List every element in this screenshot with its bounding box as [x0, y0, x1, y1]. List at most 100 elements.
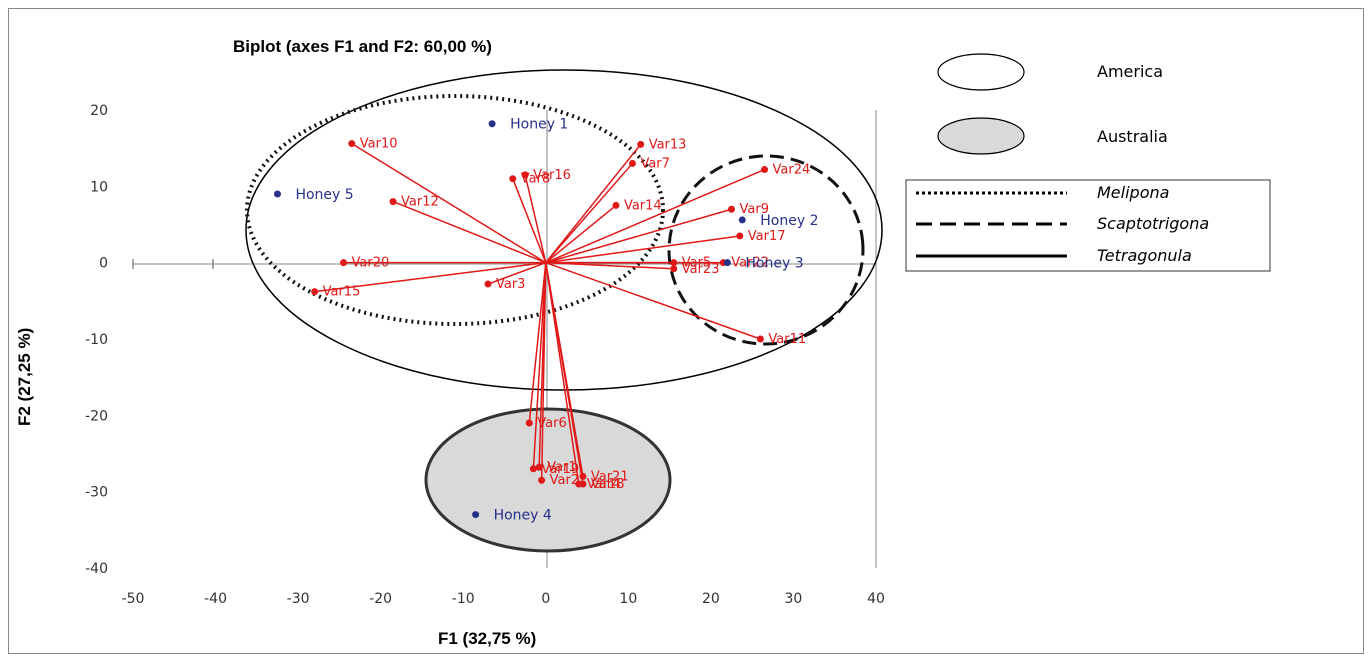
legend-america-swatch — [937, 53, 1025, 91]
variable-point — [728, 205, 736, 213]
legend-america-label: America — [1097, 62, 1163, 81]
legend: America Australia Melipona Scaptotrigona… — [905, 53, 1271, 272]
x-tick-label: -20 — [369, 591, 392, 607]
variable-vector-line — [545, 261, 761, 340]
y-tick-label: -10 — [85, 332, 108, 348]
figure-frame — [8, 8, 1364, 654]
variable-label: Var8 — [521, 172, 550, 187]
x-tick-label: 30 — [785, 591, 803, 607]
variable-label: Var3 — [496, 277, 525, 292]
legend-australia-label: Australia — [1097, 127, 1168, 146]
variable-vector-line — [545, 143, 642, 264]
variable-point — [525, 419, 533, 427]
observation-point — [488, 120, 496, 128]
y-axis-title: F2 (27,25 %) — [15, 328, 34, 426]
observation-point — [472, 511, 480, 519]
variable-point — [538, 476, 546, 484]
variable-point — [348, 140, 356, 148]
legend-tetragonula-label: Tetragonula — [1097, 246, 1192, 265]
variable-vector-line — [392, 200, 547, 264]
x-tick-label: -40 — [204, 591, 227, 607]
variable-vector-line — [487, 261, 547, 285]
variable-vector-line — [538, 262, 547, 468]
variable-label: Var21 — [591, 469, 629, 484]
y-tick-label: -40 — [85, 561, 108, 577]
x-tick-label: -10 — [452, 591, 475, 607]
variable-label: Var14 — [624, 198, 662, 213]
variable-vector-line — [524, 174, 547, 263]
variable-vector-line — [545, 235, 740, 264]
variable-label: Var18 — [587, 477, 625, 492]
variable-vector-line — [532, 262, 547, 469]
variable-label: Var16 — [533, 168, 571, 183]
variable-point — [509, 175, 517, 183]
variable-point — [628, 159, 636, 167]
variable-label: Var10 — [360, 137, 398, 152]
x-tick-label: 20 — [702, 591, 720, 607]
variable-label: Var4 — [591, 477, 620, 492]
variable-point — [756, 335, 764, 343]
variable-label: Var9 — [740, 202, 769, 217]
y-tick-label: 20 — [90, 103, 108, 119]
observation-label: Honey 1 — [510, 117, 568, 133]
observation-point — [723, 259, 731, 267]
variable-vector-line — [545, 168, 765, 264]
variable-point — [340, 259, 348, 267]
x-axis-title: F1 (32,75 %) — [438, 629, 536, 648]
variable-point — [761, 166, 769, 174]
variable-label: Var24 — [773, 163, 811, 178]
variable-point — [521, 171, 529, 179]
variable-label: Var13 — [649, 137, 687, 152]
variable-vector-line — [545, 204, 617, 264]
variable-label: Var7 — [640, 156, 669, 171]
variable-point — [529, 465, 537, 473]
y-tick-label: -20 — [85, 408, 108, 424]
variable-point — [535, 463, 543, 471]
variable-label: Var20 — [352, 256, 390, 271]
variable-label: Var22 — [731, 256, 769, 271]
observation-label: Honey 3 — [745, 256, 803, 272]
y-tick-label: -30 — [85, 485, 108, 501]
variable-point — [484, 280, 492, 288]
variable-vector-line — [512, 178, 547, 263]
x-tick-label: 10 — [619, 591, 637, 607]
observation-label: Honey 4 — [494, 508, 552, 524]
variable-vector-line — [545, 208, 732, 264]
variable-vector-line — [545, 162, 634, 264]
legend-australia-swatch — [937, 117, 1025, 155]
y-tick-label: 10 — [90, 179, 108, 195]
scaptotrigona-ellipse — [667, 154, 865, 346]
variable-point — [389, 198, 397, 206]
variable-vector-line — [545, 262, 584, 485]
variable-label: Var6 — [537, 416, 566, 431]
chart-title: Biplot (axes F1 and F2: 60,00 %) — [233, 37, 492, 56]
observation-point — [738, 216, 746, 224]
variable-vector-line — [314, 261, 546, 293]
legend-scaptotrigona-label: Scaptotrigona — [1097, 214, 1209, 233]
variable-vector-line — [528, 262, 547, 424]
variable-label: Var5 — [682, 256, 711, 271]
observation-point — [273, 190, 281, 198]
legend-melipona-label: Melipona — [1097, 183, 1169, 202]
australia-ellipse — [424, 407, 672, 553]
observation-points: Honey 1 Honey 2 Honey 3 Honey 4 Honey 5 — [273, 117, 818, 524]
variable-point — [579, 480, 587, 488]
x-tick-label: 40 — [867, 591, 885, 607]
observation-label: Honey 5 — [295, 187, 353, 203]
x-tick-label: -30 — [287, 591, 310, 607]
x-tick-label: 0 — [541, 591, 550, 607]
variable-label: Var17 — [748, 229, 786, 244]
melipona-ellipse — [245, 94, 665, 326]
y-tick-label: 0 — [99, 256, 108, 272]
variable-label: Var23 — [682, 262, 720, 277]
variable-point — [612, 201, 620, 209]
variable-label: Var1 — [547, 460, 576, 475]
variable-point — [670, 259, 678, 267]
variable-label: Var15 — [323, 285, 361, 300]
variable-point — [736, 232, 744, 240]
variable-vector-line — [545, 261, 674, 270]
variable-point — [670, 265, 678, 273]
variable-point — [637, 140, 645, 148]
